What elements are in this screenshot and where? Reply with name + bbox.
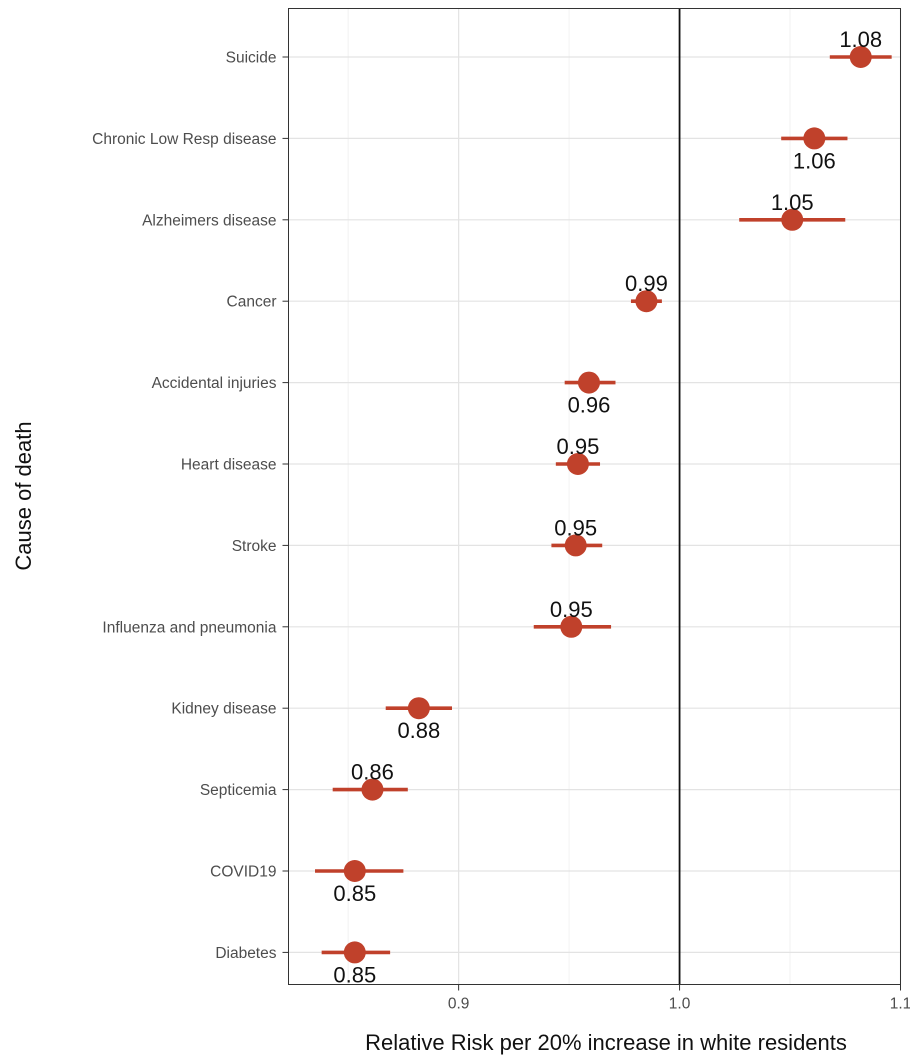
point-estimate — [361, 778, 384, 801]
point-estimate — [343, 941, 366, 964]
x-tick-label: 1.0 — [669, 996, 691, 1013]
value-label: 0.95 — [550, 597, 593, 622]
category-label: Influenza and pneumonia — [102, 619, 276, 636]
point-estimate — [566, 453, 589, 475]
value-label: 0.88 — [397, 718, 440, 743]
value-label: 0.99 — [625, 271, 668, 296]
value-label: 0.96 — [568, 393, 611, 418]
axes: Suicide Chronic Low Resp disease Alzheimer… — [92, 50, 910, 1013]
y-axis-title: Cause of death — [11, 421, 36, 570]
value-label: 0.85 — [333, 962, 376, 987]
point-estimate — [343, 860, 366, 882]
point-estimate — [635, 290, 658, 313]
value-label: 0.95 — [554, 515, 597, 540]
value-label: 0.86 — [351, 760, 394, 785]
point-estimate — [781, 208, 804, 231]
marks — [315, 46, 892, 964]
point-estimate — [803, 127, 826, 150]
point-estimate — [564, 534, 587, 557]
value-label: 1.05 — [771, 190, 814, 215]
point-estimate — [577, 371, 600, 394]
x-tick-label: 0.9 — [448, 996, 470, 1013]
x-tick-label: 1.1 — [890, 996, 910, 1013]
value-label: 1.06 — [793, 148, 836, 173]
category-label: Chronic Low Resp disease — [92, 131, 276, 148]
category-label: Septicemia — [200, 782, 277, 799]
value-labels: 1.08 1.06 1.05 0.99 0.96 0.95 0.95 0.95 0.880.86… — [333, 27, 882, 987]
category-label: Alzheimers disease — [142, 212, 276, 229]
category-label: Kidney disease — [171, 701, 276, 718]
category-label: COVID19 — [210, 864, 276, 881]
point-estimate — [407, 697, 430, 720]
category-label: Accidental injuries — [152, 375, 277, 392]
category-label: Suicide — [226, 50, 277, 67]
category-label: Heart disease — [181, 457, 277, 474]
category-label: Cancer — [227, 294, 277, 311]
value-label: 1.08 — [839, 27, 882, 52]
value-label: 0.95 — [557, 434, 600, 459]
point-estimate — [849, 46, 872, 68]
x-axis-title: Relative Risk per 20% increase in white … — [365, 1030, 847, 1055]
point-estimate — [560, 615, 583, 638]
category-label: Stroke — [232, 538, 277, 555]
value-label: 0.85 — [333, 881, 376, 906]
category-label: Diabetes — [215, 945, 276, 962]
panel-border — [288, 8, 901, 985]
